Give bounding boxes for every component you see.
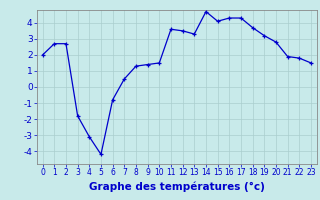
- X-axis label: Graphe des températures (°c): Graphe des températures (°c): [89, 181, 265, 192]
